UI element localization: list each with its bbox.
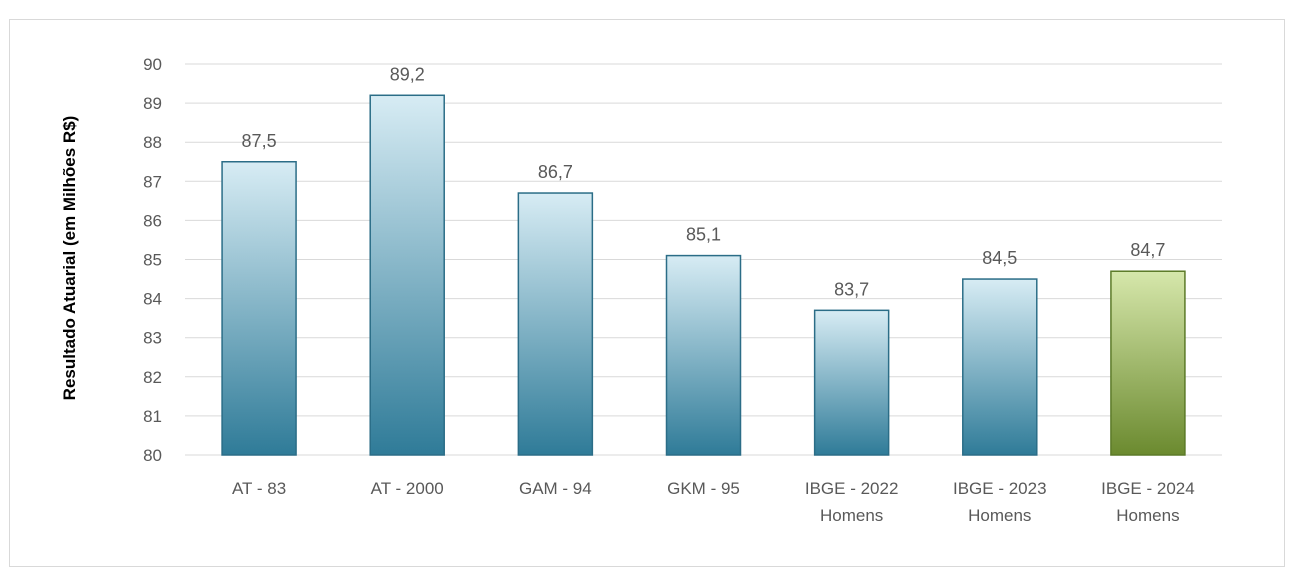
bar bbox=[813, 309, 890, 456]
chart-frame bbox=[9, 19, 1285, 567]
data-label: 83,7 bbox=[834, 279, 869, 299]
x-tick-label: AT - 2000 bbox=[371, 479, 444, 498]
x-tick-label: IBGE - 2022 Homens bbox=[805, 479, 899, 525]
data-label: 87,5 bbox=[242, 131, 277, 151]
bar bbox=[369, 94, 445, 456]
y-tick-label: 86 bbox=[143, 211, 162, 230]
x-tick-label: GAM - 94 bbox=[519, 479, 592, 498]
data-label: 84,7 bbox=[1130, 240, 1165, 260]
y-tick-label: 84 bbox=[143, 290, 162, 309]
data-label: 86,7 bbox=[538, 162, 573, 182]
y-tick-label: 87 bbox=[143, 172, 162, 191]
x-tick-label: IBGE - 2024 Homens bbox=[1101, 479, 1195, 525]
y-tick-label: 80 bbox=[143, 446, 162, 465]
bar bbox=[1110, 270, 1186, 456]
x-tick-label: IBGE - 2023 Homens bbox=[953, 479, 1047, 525]
y-axis-label: Resultado Atuarial (em Milhões R$) bbox=[60, 116, 79, 401]
y-tick-label: 83 bbox=[143, 329, 162, 348]
x-tick-label: AT - 83 bbox=[232, 479, 286, 498]
data-label: 89,2 bbox=[390, 64, 425, 84]
bar bbox=[517, 192, 594, 456]
data-label: 85,1 bbox=[686, 225, 721, 245]
data-label: 84,5 bbox=[982, 248, 1017, 268]
y-tick-label: 82 bbox=[143, 368, 162, 387]
bar bbox=[221, 161, 297, 456]
y-tick-label: 88 bbox=[143, 133, 162, 152]
y-tick-label: 89 bbox=[143, 94, 162, 113]
y-tick-label: 85 bbox=[143, 251, 162, 270]
x-tick-label: GKM - 95 bbox=[667, 479, 740, 498]
y-tick-label: 81 bbox=[143, 407, 162, 426]
y-tick-label: 90 bbox=[143, 55, 162, 74]
bar bbox=[665, 254, 742, 456]
bar bbox=[962, 278, 1038, 456]
